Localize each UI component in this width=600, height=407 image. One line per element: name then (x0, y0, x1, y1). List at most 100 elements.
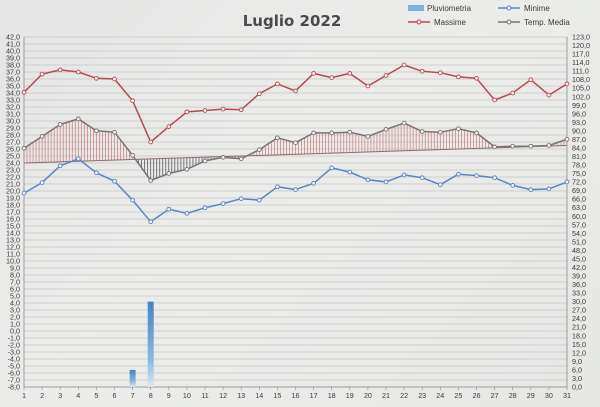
max-point (293, 88, 298, 94)
y-tick-label: -3,0 (8, 348, 20, 357)
x-tick-label: 27 (491, 391, 499, 400)
mean-point (437, 129, 443, 135)
y-tick-label: 7,0 (10, 278, 20, 287)
x-tick-label: 5 (94, 391, 98, 400)
min-point (347, 169, 353, 175)
rain-bars (129, 301, 154, 387)
y2-tick-label: 111,0 (572, 67, 589, 76)
mean-point (564, 136, 570, 142)
y2-tick-label: 96,0 (572, 109, 586, 118)
x-tick-label: 9 (167, 391, 171, 400)
y-tick-label: 3,0 (10, 306, 20, 315)
y2-tick-label: 30,0 (572, 297, 586, 306)
max-point (401, 62, 407, 68)
max-point (329, 75, 335, 80)
y2-tick-label: 63,0 (572, 203, 586, 212)
y2-tick-label: 33,0 (572, 289, 586, 298)
y2-tick-label: 66,0 (572, 195, 586, 204)
min-point (293, 187, 298, 192)
legend-rain-swatch (408, 5, 424, 11)
max-point (21, 89, 27, 95)
min-point (474, 173, 479, 178)
y-tick-label: 42,0 (6, 33, 20, 42)
y2-tick-label: 21,0 (572, 323, 586, 332)
y2-tick-label: 36,0 (572, 280, 586, 289)
y-tick-label: 28,0 (6, 131, 20, 140)
x-tick-label: 28 (509, 391, 517, 400)
x-tick-label: 20 (364, 391, 372, 400)
y-tick-label: 0,0 (10, 327, 20, 336)
legend-mean-marker (506, 19, 512, 25)
legend: Pluviometria Minime Massime Temp. Media (408, 4, 570, 27)
min-point (148, 219, 154, 225)
mean-point (21, 145, 27, 151)
y-tick-label: 23,0 (6, 166, 20, 175)
max-point (564, 81, 570, 87)
x-tick-label: 25 (454, 391, 462, 400)
y-tick-label: 25,0 (6, 152, 20, 161)
y-tick-label: -6,0 (8, 369, 20, 378)
legend-rain-label: Pluviometria (427, 4, 472, 13)
mean-point (130, 152, 135, 158)
y2-tick-label: 48,0 (572, 246, 586, 255)
legend-max-label: Massime (434, 18, 467, 27)
min-point (492, 175, 497, 181)
y-tick-label: 29,0 (6, 124, 20, 133)
legend-minime[interactable]: Minime (498, 4, 550, 13)
x-tick-label: 19 (346, 391, 354, 400)
y-tick-label: 30,0 (6, 117, 20, 126)
max-point (39, 71, 45, 77)
y-tick-label: 1,0 (10, 320, 20, 329)
max-point (220, 106, 226, 112)
max-point (528, 77, 534, 83)
y2-tick-label: 72,0 (572, 178, 586, 187)
mean-point (75, 116, 81, 122)
legend-temp-media[interactable]: Temp. Media (498, 18, 570, 27)
mean-point (510, 143, 516, 149)
y-tick-label: 41,0 (6, 40, 20, 49)
max-point (256, 91, 262, 97)
legend-massime[interactable]: Massime (408, 18, 467, 27)
y2-tick-label: 24,0 (572, 314, 586, 323)
max-point (437, 70, 443, 76)
mean-point (474, 130, 479, 136)
max-point (166, 124, 172, 129)
y2-tick-label: 57,0 (572, 220, 586, 229)
y-tick-label: 35,0 (6, 82, 20, 91)
chart-title: Luglio 2022 (243, 12, 342, 30)
max-line (23, 64, 568, 143)
y-tick-label: 8,0 (10, 271, 20, 280)
y-tick-label: 24,0 (6, 159, 20, 168)
y-tick-label: 20,0 (6, 187, 20, 196)
y-tick-label: 18,0 (6, 201, 20, 210)
x-tick-label: 2 (40, 391, 44, 400)
min-point (383, 179, 389, 185)
x-tick-label: 7 (131, 391, 135, 400)
y-tick-label: 27,0 (6, 138, 20, 147)
max-point (383, 73, 389, 78)
y2-tick-label: 108,0 (572, 75, 590, 84)
x-tick-label: 23 (418, 391, 426, 400)
x-tick-label: 17 (310, 391, 318, 400)
y2-tick-label: 60,0 (572, 212, 586, 221)
mean-point (166, 171, 172, 176)
y-tick-label: 33,0 (6, 96, 20, 105)
mean-point (329, 130, 335, 136)
mean-point (383, 127, 389, 132)
max-point (474, 75, 479, 81)
min-point (329, 165, 335, 171)
y-tick-label: 17,0 (6, 208, 20, 217)
min-point (365, 177, 371, 183)
series-lines (21, 62, 570, 225)
mean-point (184, 166, 190, 172)
max-point (94, 75, 99, 81)
min-point (39, 180, 45, 185)
x-axis: 1 2 3 4 5 6 7 8 9 10 11 12 13 14 15 16 17 18 19 20 21 22 23 24 2… (22, 387, 571, 400)
min-point (456, 171, 461, 177)
x-tick-label: 22 (400, 391, 408, 400)
anomaly-hatching (23, 118, 568, 181)
legend-pluviometria[interactable]: Pluviometria (408, 4, 472, 13)
min-point (510, 183, 516, 188)
y2-tick-label: 102,0 (572, 92, 590, 101)
max-point (57, 67, 63, 73)
